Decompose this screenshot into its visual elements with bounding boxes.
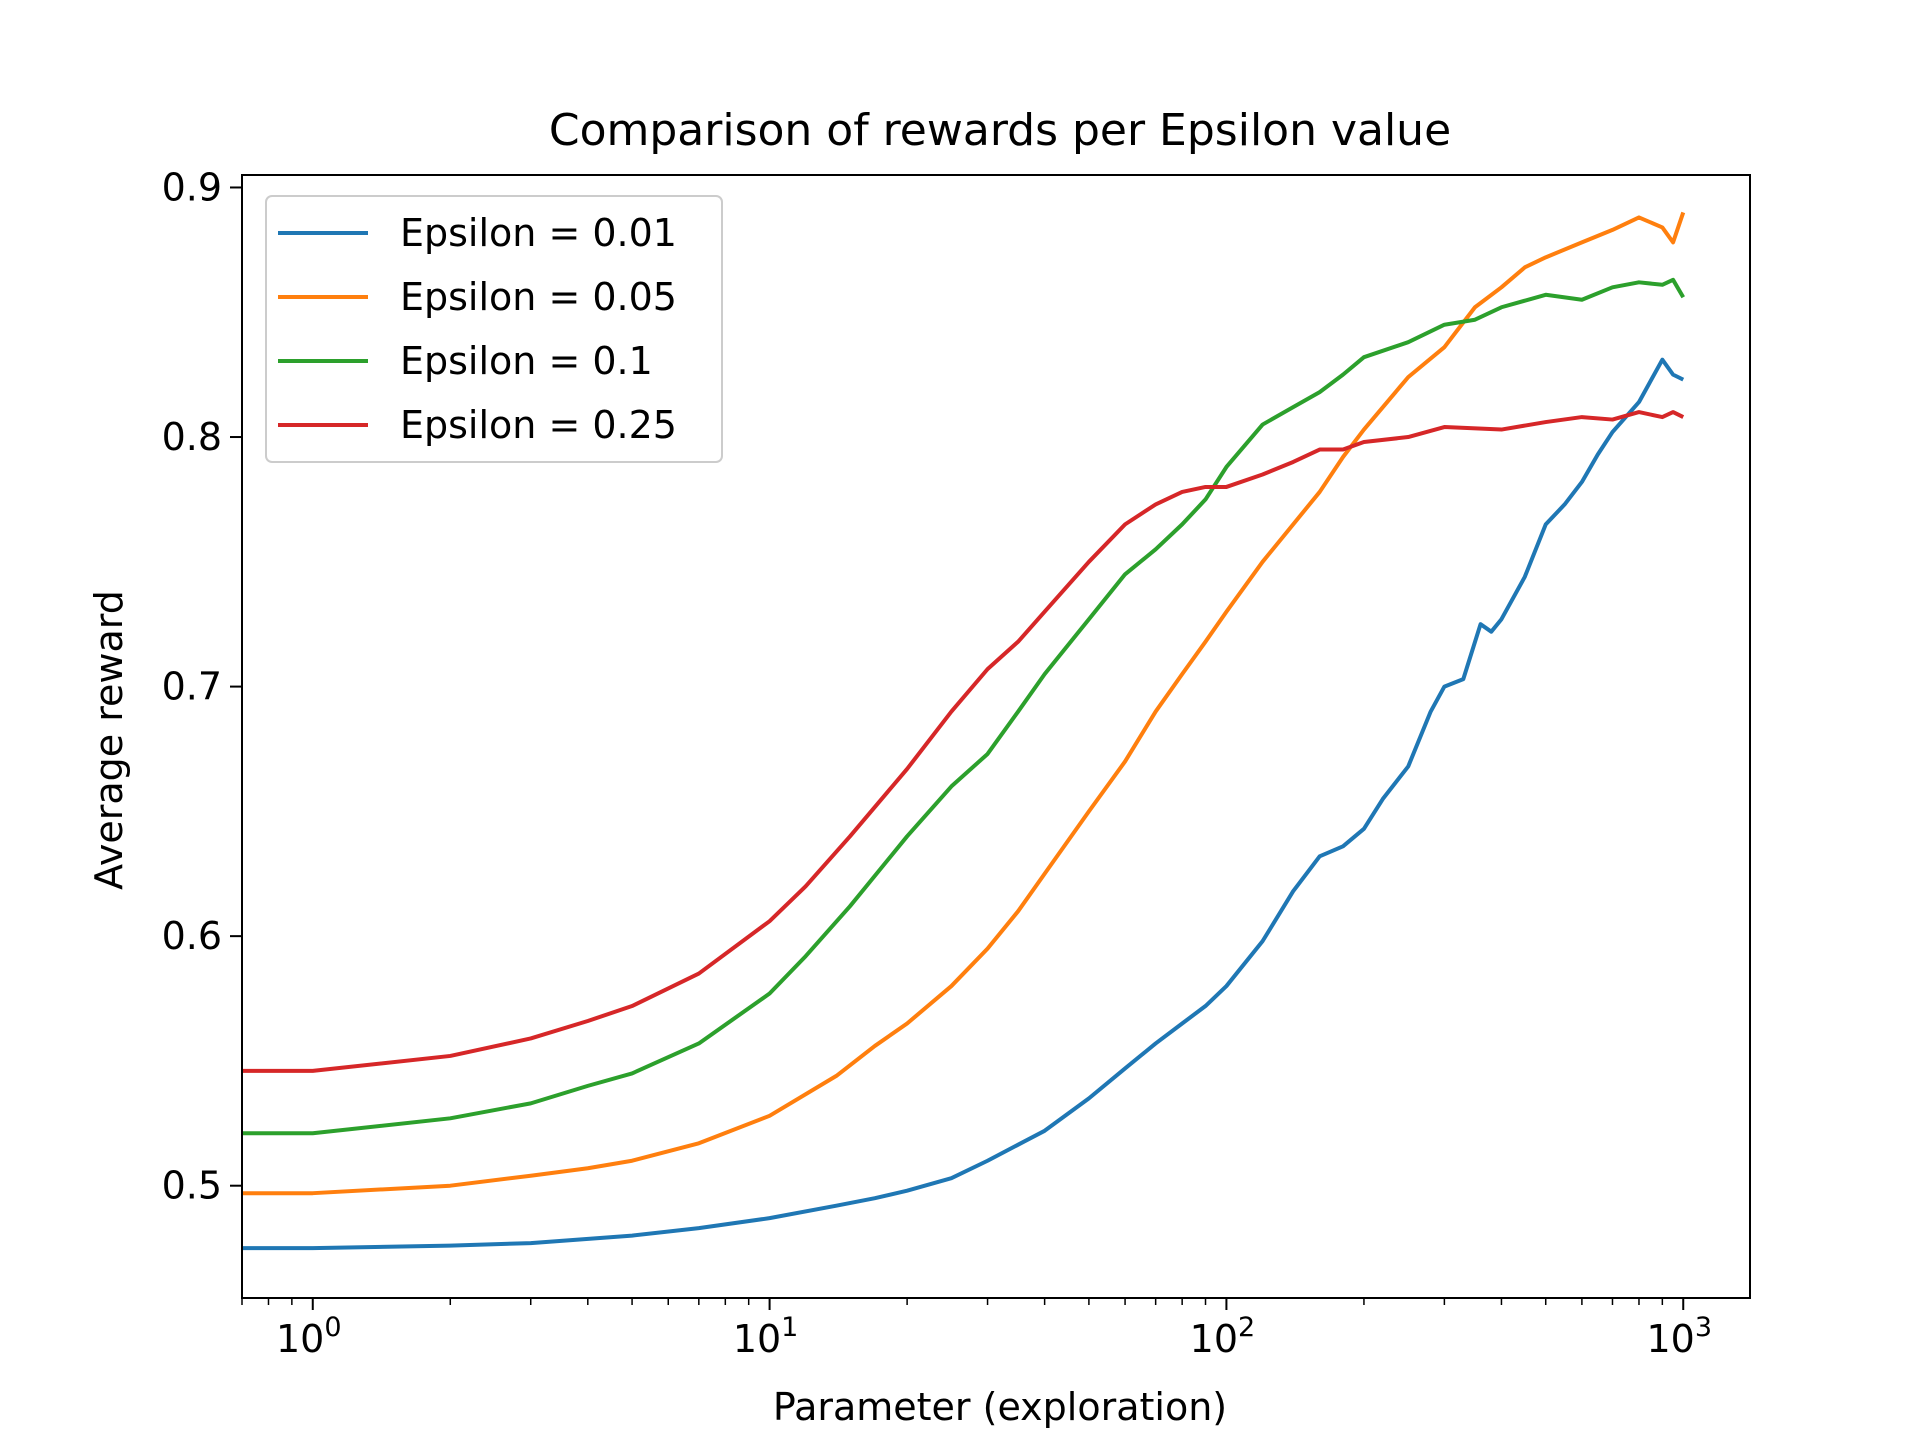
plot-area — [242, 211, 1686, 1251]
series-line-4 — [242, 410, 1685, 1073]
y-tick-label-4: 0.8 — [162, 415, 222, 459]
x-tick-label-1: 100 — [276, 1312, 342, 1361]
series-line-2 — [242, 211, 1686, 1196]
legend-label-2: Epsilon = 0.05 — [400, 275, 677, 319]
axes-frame — [241, 174, 1751, 1299]
y-tick-label-1: 0.5 — [162, 1164, 222, 1208]
y-tick-label-2: 0.6 — [162, 914, 222, 958]
x-tick-label-3: 102 — [1190, 1312, 1256, 1361]
legend-label-3: Epsilon = 0.1 — [400, 339, 653, 383]
series-line-1 — [242, 357, 1685, 1251]
axes: 100 101 102 103 0.5 0.6 0.7 0.8 0.9 — [162, 165, 1751, 1361]
legend-label-1: Epsilon = 0.01 — [400, 211, 677, 255]
y-tick-label-5: 0.9 — [162, 165, 222, 209]
legend-box — [265, 195, 723, 463]
x-tick-label-4: 103 — [1646, 1312, 1712, 1361]
chart-title: Comparison of rewards per Epsilon value — [549, 105, 1451, 156]
x-tick-label-2: 101 — [733, 1312, 799, 1361]
legend: Epsilon = 0.01 Epsilon = 0.05 Epsilon = 0.… — [265, 195, 723, 463]
y-tick-label-3: 0.7 — [162, 665, 222, 709]
y-axis-label: Average reward — [87, 590, 131, 890]
x-axis-label: Parameter (exploration) — [773, 1385, 1227, 1429]
series-line-3 — [242, 277, 1685, 1136]
legend-label-4: Epsilon = 0.25 — [400, 403, 677, 447]
